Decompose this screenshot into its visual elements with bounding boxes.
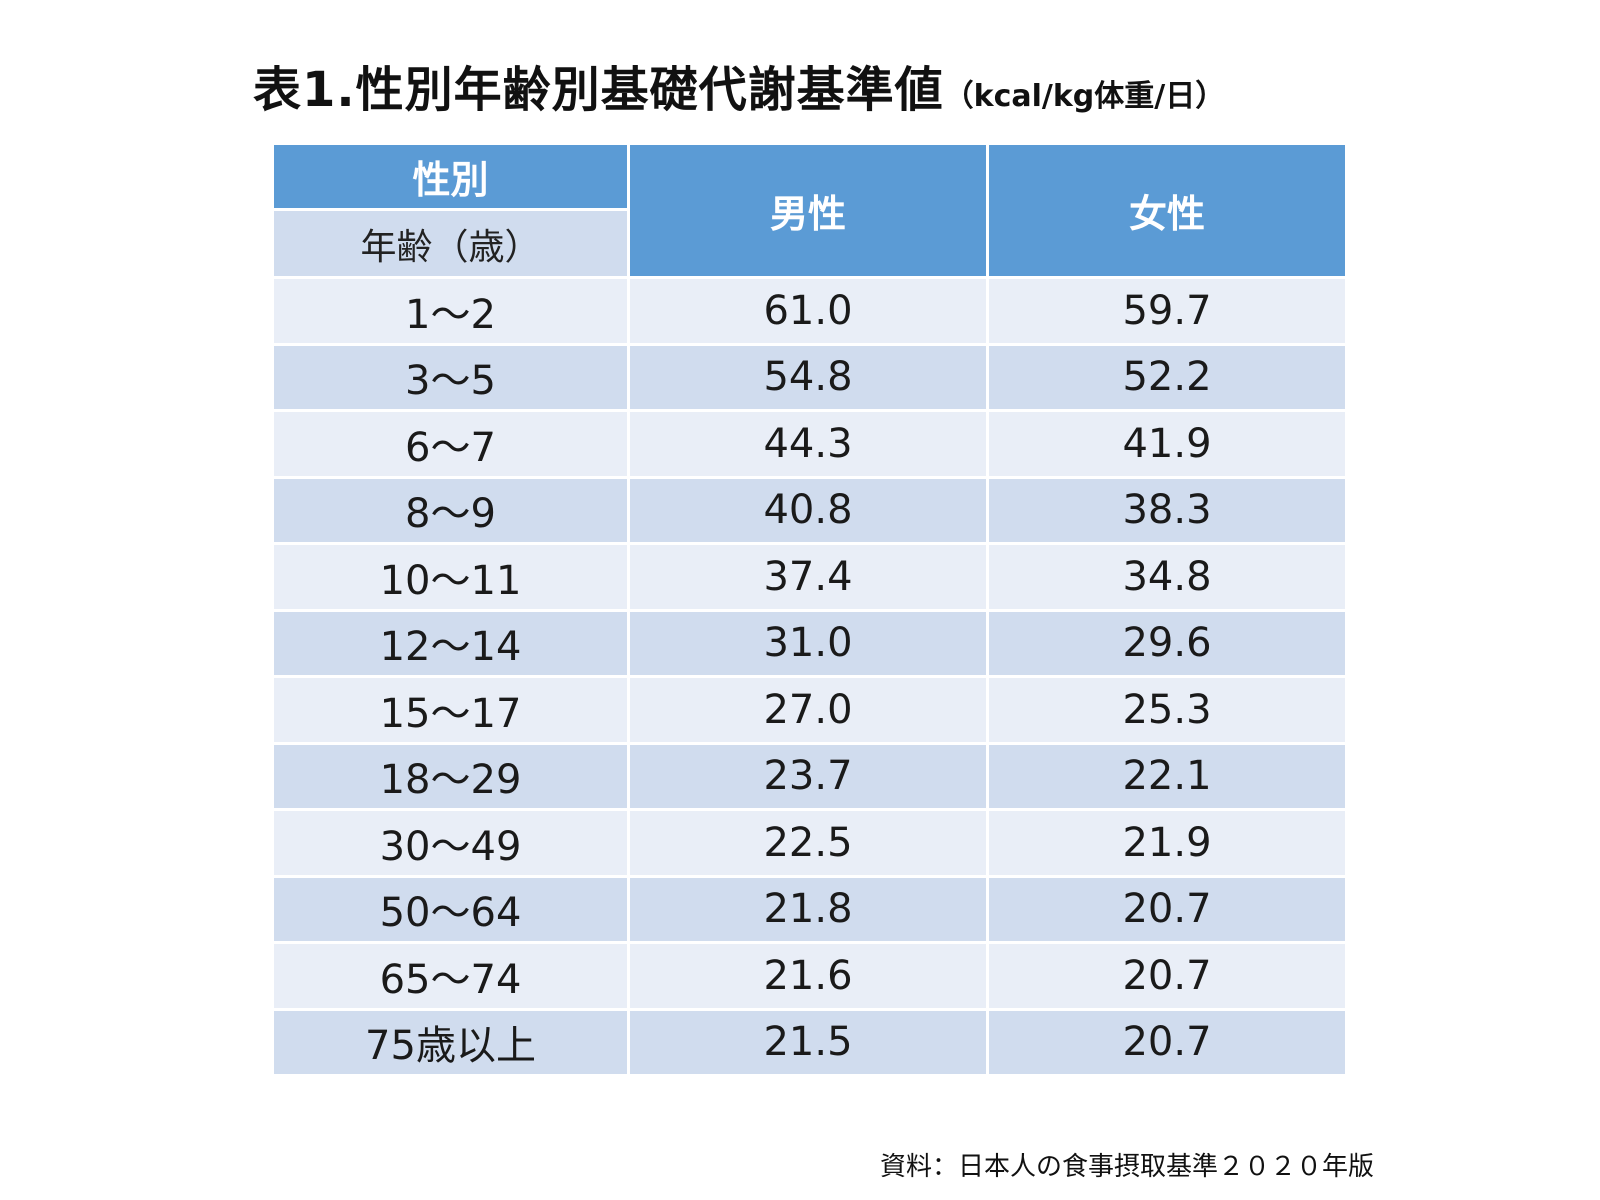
cell-age: 50～64 <box>271 874 630 944</box>
header-female: 女性 <box>986 142 1348 279</box>
table-row: 12～14 31.0 29.6 <box>271 608 1348 678</box>
table-title: 表1.性別年齢別基礎代謝基準値（kcal/kg体重/日） <box>253 50 1373 120</box>
table-row: 50～64 21.8 20.7 <box>271 874 1348 944</box>
cell-age: 75歳以上 <box>271 1007 630 1077</box>
cell-age: 30～49 <box>271 808 630 878</box>
cell-male: 54.8 <box>627 342 989 412</box>
cell-age: 6～7 <box>271 409 630 479</box>
table-row: 6～7 44.3 41.9 <box>271 409 1348 479</box>
table-row: 65～74 21.6 20.7 <box>271 941 1348 1011</box>
cell-male: 40.8 <box>627 475 989 545</box>
table-body: 1～2 61.0 59.7 3～5 54.8 52.2 6～7 44.3 41.9 8～9 40.8… <box>271 276 1348 1077</box>
header-age: 年齢（歳） <box>271 208 630 279</box>
table-title-unit: （kcal/kg体重/日） <box>943 79 1226 114</box>
table-row: 30～49 22.5 21.9 <box>271 808 1348 878</box>
cell-female: 41.9 <box>986 409 1348 479</box>
cell-female: 38.3 <box>986 475 1348 545</box>
bmr-table: 性別 男性 女性 年齢（歳） 1～2 61.0 59.7 3～5 54.8 52.2 6～7… <box>271 142 1348 1077</box>
cell-male: 21.6 <box>627 941 989 1011</box>
cell-female: 29.6 <box>986 608 1348 678</box>
table-title-main: 表1.性別年齢別基礎代謝基準値 <box>253 62 944 118</box>
header-male: 男性 <box>627 142 989 279</box>
cell-male: 21.8 <box>627 874 989 944</box>
cell-male: 23.7 <box>627 741 989 811</box>
cell-age: 1～2 <box>271 276 630 346</box>
cell-female: 20.7 <box>986 874 1348 944</box>
table-row: 15～17 27.0 25.3 <box>271 675 1348 745</box>
table-row: 3～5 54.8 52.2 <box>271 342 1348 412</box>
source-note: 資料：日本人の食事摂取基準２０２０年版 <box>879 1152 1374 1182</box>
table-row: 75歳以上 21.5 20.7 <box>271 1007 1348 1077</box>
cell-female: 34.8 <box>986 542 1348 612</box>
cell-age: 8～9 <box>271 475 630 545</box>
cell-age: 10～11 <box>271 542 630 612</box>
cell-female: 59.7 <box>986 276 1348 346</box>
cell-male: 27.0 <box>627 675 989 745</box>
cell-male: 61.0 <box>627 276 989 346</box>
cell-male: 37.4 <box>627 542 989 612</box>
cell-age: 15～17 <box>271 675 630 745</box>
cell-male: 22.5 <box>627 808 989 878</box>
cell-male: 21.5 <box>627 1007 989 1077</box>
cell-age: 3～5 <box>271 342 630 412</box>
table-row: 1～2 61.0 59.7 <box>271 276 1348 346</box>
cell-male: 44.3 <box>627 409 989 479</box>
cell-age: 18～29 <box>271 741 630 811</box>
header-sex: 性別 <box>271 142 630 211</box>
cell-female: 52.2 <box>986 342 1348 412</box>
table-row: 10～11 37.4 34.8 <box>271 542 1348 612</box>
table-row: 18～29 23.7 22.1 <box>271 741 1348 811</box>
cell-female: 22.1 <box>986 741 1348 811</box>
cell-female: 20.7 <box>986 1007 1348 1077</box>
cell-female: 25.3 <box>986 675 1348 745</box>
cell-female: 21.9 <box>986 808 1348 878</box>
table-row: 8～9 40.8 38.3 <box>271 475 1348 545</box>
cell-age: 65～74 <box>271 941 630 1011</box>
cell-female: 20.7 <box>986 941 1348 1011</box>
cell-male: 31.0 <box>627 608 989 678</box>
cell-age: 12～14 <box>271 608 630 678</box>
